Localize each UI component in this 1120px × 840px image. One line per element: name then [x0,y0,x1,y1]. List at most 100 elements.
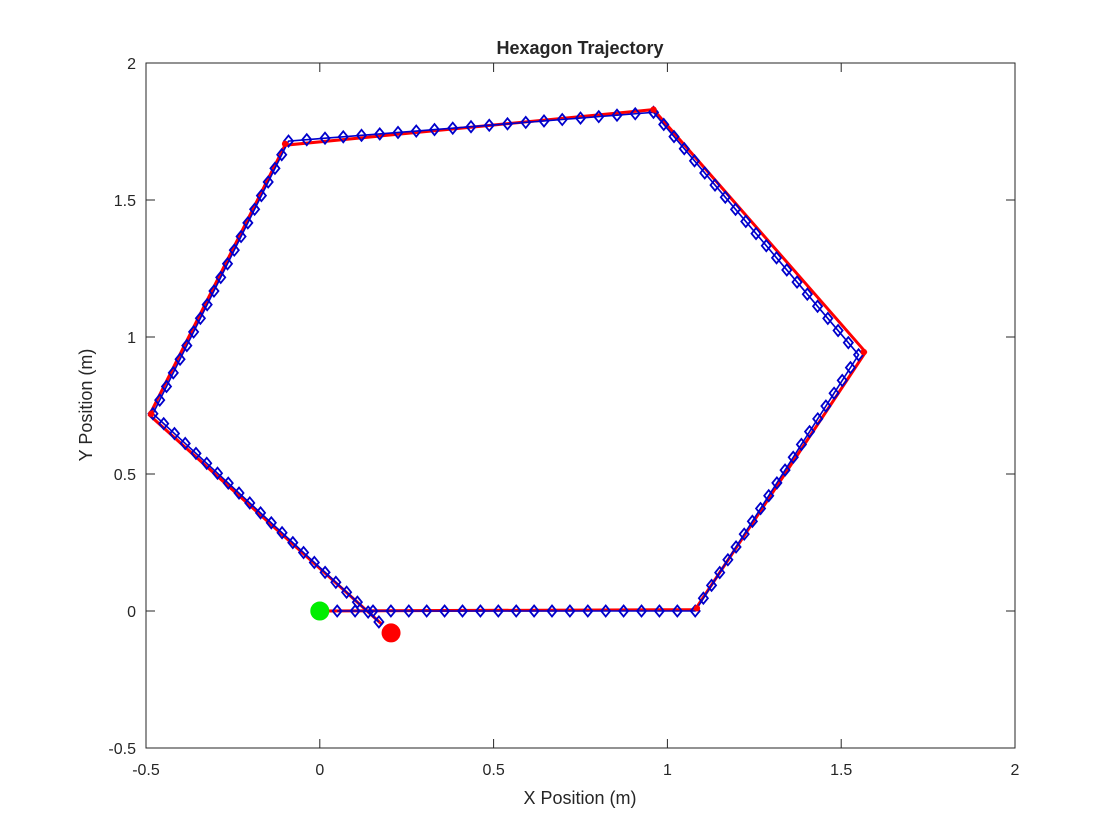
trajectory-point [635,604,648,618]
trajectory-point [190,446,202,461]
trajectory-point [428,122,441,137]
trajectory-layer [147,105,865,629]
trajectory-point [465,119,477,134]
trajectory-point [483,118,495,133]
x-tick-label: 1 [663,762,672,779]
start-marker [310,601,330,621]
trajectory-point [600,604,612,618]
trajectory-point [319,131,331,146]
trajectory-point [582,604,594,618]
trajectory-point [688,153,701,168]
trajectory-point [211,466,224,481]
trajectory-point [421,604,433,618]
trajectory-point [722,552,734,567]
trajectory-point [528,604,540,618]
trajectory-point [340,585,353,600]
trajectory-point [671,604,683,618]
trajectory-point [844,360,857,375]
trajectory-point [265,515,277,530]
trajectory-point [729,202,742,217]
trajectory-point [355,128,368,143]
trajectory-point [297,545,310,560]
trajectory-point [822,311,834,326]
trajectory-point [754,501,767,516]
trajectory-point [179,436,191,451]
trajectory-point [351,595,364,610]
trajectory-point [812,411,824,426]
trajectory-point [262,175,274,189]
y-axis-label: Y Position (m) [76,349,96,462]
trajectory-point [593,109,605,124]
trajectory-point [714,565,726,580]
x-tick-label: 2 [1011,762,1020,779]
trajectory-point [373,615,385,629]
trajectory-point [276,147,288,162]
trajectory-point [181,338,193,353]
trajectory-point [803,424,816,439]
waypoint-marker [281,140,289,148]
trajectory-point [501,116,514,131]
y-tick-label: 0 [127,604,136,621]
trajectory-point [781,263,793,277]
trajectory-point [319,565,331,580]
trajectory-point [787,450,799,465]
trajectory-point [208,284,220,298]
x-tick-label: 0.5 [482,762,504,779]
trajectory-point [653,604,666,618]
trajectory-point [801,287,813,302]
trajectory-point [160,379,173,394]
trajectory-point [492,604,504,618]
trajectory-point [629,106,641,121]
trajectory-point [167,365,179,380]
trajectory-point [269,161,281,176]
trajectory-point [154,393,166,408]
y-tick-label: 2 [127,56,136,73]
waypoint-marker [693,605,701,612]
y-tick-label: 0.5 [114,467,136,484]
trajectory-point [678,141,690,156]
trajectory-point [510,604,522,618]
trajectory-point [697,591,710,606]
trajectory-point [235,229,247,244]
trajectory-point [215,270,227,285]
trajectory-point [705,578,718,593]
marker-layer [148,106,867,643]
trajectory-point [254,505,267,520]
trajectory-point [308,555,321,570]
y-tick-label: 1.5 [114,193,136,210]
x-tick-label: 1.5 [830,762,852,779]
trajectory-point [538,114,550,128]
trajectory-point [668,129,680,144]
trajectory-point [791,275,803,289]
tick-layer: -0.5 0 0.5 1 1.5 2 -0.5 0 0.5 1 1.5 2 [108,56,1019,779]
trajectory-point [456,604,469,618]
trajectory-point [611,108,623,123]
trajectory-point [795,437,808,452]
trajectory-point [301,132,313,147]
trajectory-point [699,166,711,180]
trajectory-point [836,373,848,388]
waypoint-marker [148,410,155,417]
trajectory-point [771,475,783,490]
trajectory-point [362,605,374,619]
trajectory-point [617,604,630,618]
trajectory-point [760,238,772,253]
trajectory-point [287,535,299,550]
trajectory-point [474,604,487,618]
trajectory-point [187,325,200,339]
trajectory-point [447,121,459,136]
trajectory-point [174,352,186,367]
trajectory-point [438,604,451,618]
trajectory-point [349,604,361,618]
trajectory-point [410,124,422,138]
trajectory-point [746,514,759,529]
trajectory-point [763,488,775,503]
trajectory-point [194,311,207,326]
trajectory-point [392,125,404,140]
y-tick-label: 1 [127,330,136,347]
trajectory-point [233,486,245,500]
trajectory-point [158,416,170,431]
trajectory-point [228,243,240,258]
trajectory-point [574,111,587,125]
trajectory-point [770,250,783,265]
